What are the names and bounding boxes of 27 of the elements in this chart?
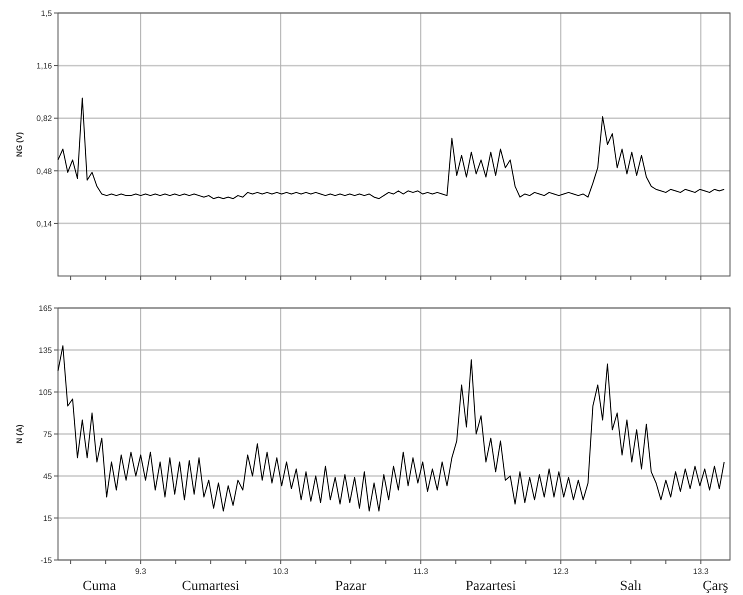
y-tick-label: 0,82 [36, 114, 53, 124]
line-series [58, 98, 725, 200]
y-tick-label: 45 [43, 472, 53, 481]
line-series [58, 345, 725, 512]
y-tick-label: 1,5 [40, 9, 53, 18]
y-tick-label: 15 [43, 514, 53, 523]
x-tick-label: 9.3 [135, 567, 147, 576]
y-tick-label: 0,48 [36, 166, 53, 176]
y-tick-label: 135 [38, 346, 53, 355]
text: Pazar [335, 579, 367, 594]
x-tick-label: 10.3 [272, 567, 290, 576]
y-axis-title: N (A) [15, 424, 24, 444]
x-tick-label: 12.3 [552, 567, 570, 576]
x-tick-label: 13.3 [693, 567, 710, 576]
text: Cumartesi [182, 579, 240, 594]
text: Çarş [702, 579, 728, 594]
y-tick-label: 105 [38, 388, 53, 397]
x-tick-label: 11.3 [413, 567, 429, 576]
text: Pazartesi [466, 579, 516, 594]
y-tick-label: 165 [38, 304, 53, 313]
y-axis-title: NG (V) [15, 132, 24, 157]
y-tick-label: 0,14 [36, 219, 53, 228]
text: Salı [620, 579, 642, 594]
text: Cuma [82, 579, 117, 594]
y-tick-label: 75 [43, 430, 53, 439]
y-tick-label: -15 [40, 556, 53, 565]
y-tick-label: 1,16 [36, 62, 53, 71]
